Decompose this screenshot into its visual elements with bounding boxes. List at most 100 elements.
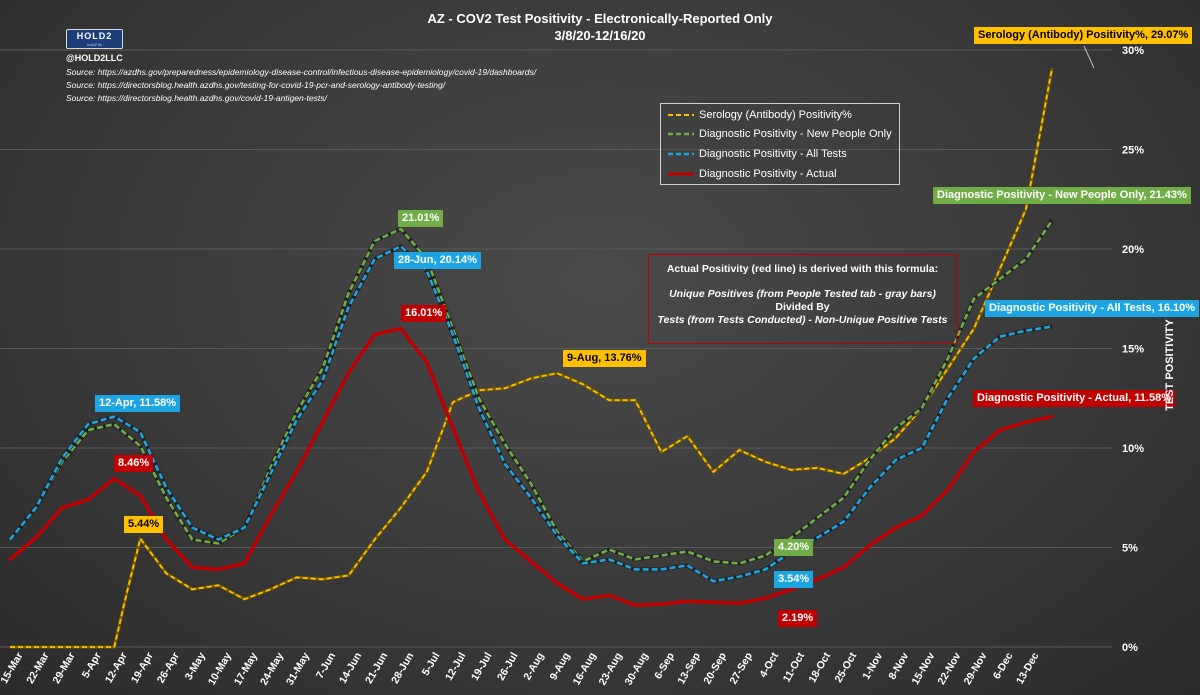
callout-sep-new-people: 4.20% — [774, 539, 814, 556]
x-tick-label: 5-Jul — [420, 650, 443, 677]
x-tick-label: 26-Apr — [155, 651, 182, 686]
x-tick-label: 18-Oct — [806, 650, 833, 685]
y-tick-label: 25% — [1122, 145, 1144, 157]
series-lines — [8, 68, 1054, 649]
legend-item-all-tests: Diagnostic Positivity - All Tests — [667, 146, 847, 162]
series-1-group — [8, 219, 1054, 566]
source-line-3: Source: https://directorsblog.health.azd… — [66, 93, 327, 103]
serology-end-leader — [1083, 45, 1095, 69]
series-2-group — [8, 244, 1053, 584]
x-tick-label: 22-Mar — [24, 651, 51, 686]
callout-jun-all-tests-peak: 28-Jun, 20.14% — [394, 252, 481, 269]
x-tick-label: 8-Nov — [886, 650, 911, 681]
x-tick-label: 1-Nov — [860, 650, 885, 681]
x-tick-label: 13-Dec — [1014, 650, 1042, 686]
y-axis-tick-labels: 0% 5% 10% 15% 20% 25% 30% — [1122, 45, 1144, 654]
y-tick-label: 0% — [1122, 642, 1138, 654]
formula-denominator: Tests (from Tests Conducted) - Non-Uniqu… — [657, 314, 948, 326]
gridlines — [0, 49, 1112, 648]
callout-serology-end: Serology (Antibody) Positivity%, 29.07% — [974, 27, 1193, 44]
x-tick-label: 17-May — [232, 650, 260, 687]
legend-swatch-serology — [668, 114, 694, 116]
logo-text: HOLD2 — [76, 31, 113, 41]
callout-apr-serology: 5.44% — [124, 516, 164, 533]
x-tick-label: 31-May — [284, 650, 312, 687]
chart-legend: Serology (Antibody) Positivity% Diagnost… — [660, 103, 900, 185]
x-tick-label: 15-Mar — [0, 651, 26, 686]
callout-new-people-end: Diagnostic Positivity - New People Only,… — [933, 187, 1191, 204]
x-tick-label: 10-May — [206, 650, 234, 687]
x-tick-label: 19-Apr — [129, 651, 156, 686]
x-tick-label: 25-Oct — [832, 650, 859, 685]
legend-item-new-people: Diagnostic Positivity - New People Only — [667, 126, 892, 142]
x-tick-label: 26-Jul — [495, 650, 521, 682]
series-line — [8, 326, 1054, 607]
x-tick-label: 30-Aug — [623, 651, 651, 688]
callout-actual-end: Diagnostic Positivity - Actual, 11.58% — [973, 390, 1175, 407]
callout-apr-actual-peak: 8.46% — [114, 455, 154, 472]
callout-sep-actual: 2.19% — [778, 610, 818, 627]
x-tick-label: 28-Jun — [389, 651, 416, 686]
x-tick-label: 15-Nov — [909, 650, 937, 686]
x-tick-label: 16-Aug — [571, 651, 599, 688]
callout-apr12-all-tests: 12-Apr, 11.58% — [95, 395, 181, 412]
x-tick-label: 20-Sep — [701, 651, 729, 687]
callout-jun-actual-peak: 16.01% — [401, 305, 447, 322]
x-tick-label: 13-Sep — [675, 651, 703, 687]
x-tick-label: 12-Apr — [103, 651, 130, 686]
x-tick-label: 24-May — [258, 650, 286, 687]
legend-item-actual: Diagnostic Positivity - Actual — [667, 166, 837, 182]
series-line — [8, 244, 1053, 583]
x-tick-label: 14-Jun — [337, 651, 364, 686]
x-tick-label: 9-Aug — [547, 651, 572, 683]
x-tick-label: 7-Jun — [314, 651, 338, 681]
y-tick-label: 15% — [1122, 344, 1144, 356]
x-tick-label: 11-Oct — [781, 650, 808, 684]
twitter-handle: @HOLD2LLC — [66, 53, 123, 63]
callout-sep-all-tests: 3.54% — [774, 571, 814, 588]
callout-all-tests-end: Diagnostic Positivity - All Tests, 16.10… — [985, 300, 1200, 317]
legend-swatch-new-people — [668, 132, 694, 136]
logo-subtext: hold2 llc — [87, 42, 102, 47]
x-tick-label: 27-Sep — [727, 651, 755, 687]
x-tick-label: 19-Jul — [469, 650, 495, 682]
y-tick-label: 10% — [1122, 443, 1144, 455]
x-tick-label: 6-Sep — [652, 651, 677, 682]
formula-divided-by: Divided By — [775, 301, 830, 313]
legend-label-all-tests: Diagnostic Positivity - All Tests — [699, 148, 847, 160]
y-tick-label: 30% — [1122, 45, 1144, 57]
legend-item-serology: Serology (Antibody) Positivity% — [667, 107, 852, 123]
legend-label-serology: Serology (Antibody) Positivity% — [699, 109, 852, 121]
series-line — [8, 219, 1054, 565]
hold2-logo: HOLD2 hold2 llc — [66, 29, 123, 49]
chart-title: AZ - COV2 Test Positivity - Electronical… — [427, 11, 773, 26]
legend-label-new-people: Diagnostic Positivity - New People Only — [699, 128, 892, 140]
x-tick-label: 12-Jul — [443, 650, 469, 682]
formula-heading: Actual Positivity (red line) is derived … — [666, 263, 939, 275]
x-tick-label: 29-Nov — [962, 650, 990, 686]
legend-swatch-actual — [668, 172, 694, 176]
source-line-2: Source: https://directorsblog.health.azd… — [66, 80, 446, 90]
x-tick-label: 23-Aug — [597, 651, 625, 688]
series-3-group — [8, 326, 1054, 607]
y-axis-title: TEST POSITIVITY — [1164, 319, 1176, 411]
legend-swatch-all-tests — [668, 152, 694, 156]
source-line-1: Source: https://azdhs.gov/preparedness/e… — [66, 67, 537, 77]
x-tick-label: 6-Dec — [991, 650, 1016, 681]
callout-aug-serology: 9-Aug, 13.76% — [563, 350, 646, 367]
callout-jun-new-people-peak: 21.01% — [398, 210, 444, 227]
formula-note-box: Actual Positivity (red line) is derived … — [648, 254, 957, 344]
x-tick-label: 2-Aug — [521, 651, 546, 683]
y-tick-label: 5% — [1122, 543, 1138, 555]
x-tick-label: 22-Nov — [936, 650, 964, 686]
x-tick-label: 29-Mar — [50, 651, 77, 686]
formula-numerator: Unique Positives (from People Tested tab… — [669, 288, 936, 300]
x-tick-label: 5-Apr — [80, 651, 104, 681]
x-tick-label: 4-Oct — [757, 650, 781, 680]
chart-subtitle: 3/8/20-12/16/20 — [554, 28, 646, 43]
y-tick-label: 20% — [1122, 244, 1144, 256]
x-tick-label: 21-Jun — [363, 651, 390, 686]
callout-leader-lines — [1083, 45, 1095, 69]
